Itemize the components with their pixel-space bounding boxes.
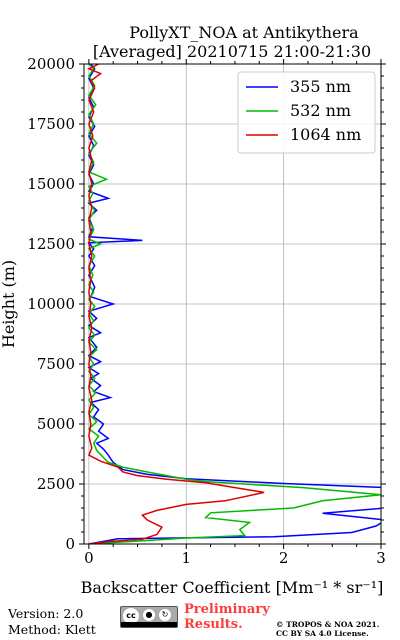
y-tick-label: 5000: [37, 415, 75, 433]
y-tick-label: 7500: [37, 355, 75, 373]
chart-legend: 355 nm 532 nm 1064 nm: [237, 71, 376, 154]
copyright-notice: © TROPOS & NOA 2021. CC BY SA 4.0 Licens…: [276, 620, 379, 638]
preliminary-line-1: Preliminary: [184, 602, 270, 617]
x-tick-label: 1: [181, 549, 191, 567]
legend-label: 1064 nm: [290, 125, 361, 144]
version-text: Version: 2.0: [8, 606, 84, 621]
copyright-line-2: CC BY SA 4.0 License.: [276, 629, 369, 638]
legend-label: 355 nm: [290, 77, 351, 96]
x-axis-label: Backscatter Coefficient [Mm⁻¹ * sr⁻¹]: [81, 578, 384, 597]
copyright-line-1: © TROPOS & NOA 2021.: [276, 620, 380, 629]
footer-info: Version: 2.0 Method: Klett: [8, 606, 96, 638]
series-line-1064-nm: [87, 64, 265, 544]
y-axis-label: Height (m): [0, 260, 18, 348]
cc-license-logo: cc ● ↻: [120, 606, 178, 628]
y-tick-label: 12500: [27, 235, 75, 253]
series-line-532-nm: [87, 64, 381, 544]
y-tick-label: 0: [65, 535, 75, 553]
y-tick-label: 2500: [37, 475, 75, 493]
preliminary-line-2: Results.: [184, 617, 243, 632]
y-tick-label: 15000: [27, 175, 75, 193]
x-tick-label: 2: [279, 549, 289, 567]
series-lines: [87, 64, 381, 544]
legend-box: [237, 71, 376, 154]
backscatter-profile-chart: PollyXT_NOA at Antikythera [Averaged] 20…: [0, 23, 386, 597]
y-tick-label: 10000: [27, 295, 75, 313]
y-tick-label: 17500: [27, 115, 75, 133]
chart-subtitle: [Averaged] 20210715 21:00-21:30: [93, 42, 371, 61]
axis-ticks: 0 1 2 3 0 2500 5000 7500 10000 12500 15000 17500 200…: [27, 55, 386, 567]
preliminary-notice: Preliminary Results.: [184, 602, 270, 632]
x-tick-label: 3: [376, 549, 386, 567]
y-tick-label: 20000: [27, 55, 75, 73]
method-text: Method: Klett: [8, 622, 96, 637]
legend-label: 532 nm: [290, 101, 351, 120]
chart-title: PollyXT_NOA at Antikythera: [129, 23, 359, 42]
x-tick-label: 0: [84, 549, 94, 567]
